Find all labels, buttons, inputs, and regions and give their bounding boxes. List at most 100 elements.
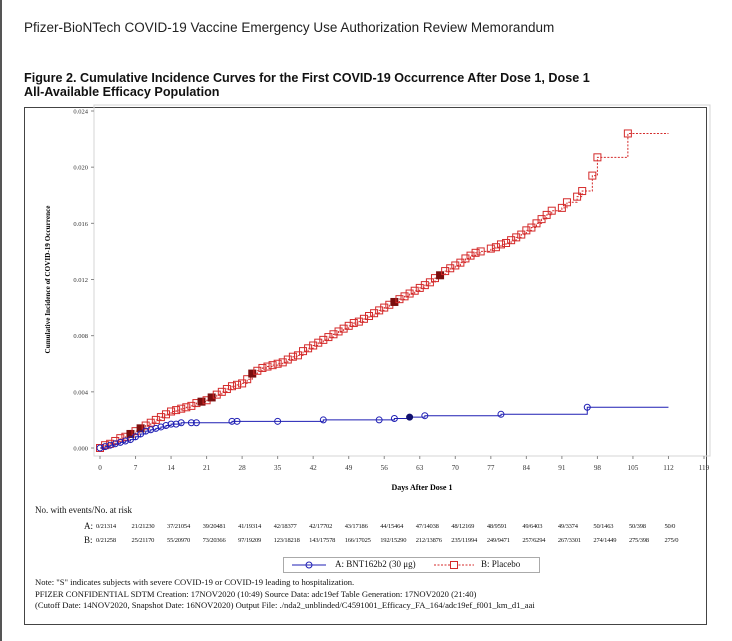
data-point-marker — [146, 418, 155, 427]
legend-b-label: B: Placebo — [481, 559, 521, 569]
data-point-marker — [532, 219, 541, 228]
x-tick-label: 14 — [167, 464, 175, 472]
data-point-marker — [476, 247, 485, 256]
data-point-marker — [329, 330, 338, 339]
data-point-marker — [471, 248, 480, 257]
x-tick-label: 91 — [558, 464, 566, 472]
risk-table-cell: 47/14038 — [415, 523, 439, 530]
risk-table-cell: 274/1449 — [593, 537, 617, 544]
series-step-line — [100, 406, 669, 449]
data-point-marker — [359, 314, 368, 323]
data-point-marker — [172, 406, 181, 415]
data-point-marker — [527, 223, 536, 232]
risk-table-cell: 235/11994 — [451, 537, 478, 544]
document-header: Pfizer-BioNTech COVID-19 Vaccine Emergen… — [24, 20, 555, 35]
data-point-marker — [354, 317, 363, 326]
severe-case-marker — [436, 271, 445, 280]
risk-table-cell: 43/17186 — [344, 523, 368, 530]
note-line-2: PFIZER CONFIDENTIAL SDTM Creation: 17NOV… — [35, 588, 477, 599]
data-point-marker — [425, 278, 434, 287]
data-point-marker — [573, 192, 582, 201]
data-point-marker — [142, 427, 150, 435]
x-tick-label: 77 — [487, 464, 495, 472]
data-point-marker — [324, 333, 333, 342]
data-point-marker — [588, 171, 597, 180]
data-point-marker — [233, 380, 242, 389]
x-tick-label: 42 — [310, 464, 318, 472]
data-point-marker — [502, 238, 511, 247]
data-point-marker — [583, 403, 591, 411]
y-tick-label: 0.012 — [73, 277, 88, 284]
data-point-marker — [243, 375, 252, 384]
data-point-marker — [380, 303, 389, 312]
risk-row-label: A: — [84, 521, 93, 531]
risk-table-title: No. with events/No. at risk — [35, 505, 132, 515]
data-point-marker — [517, 230, 526, 239]
risk-table-cell: 41/19314 — [238, 523, 262, 530]
figure-frame — [24, 107, 707, 625]
risk-table-cell: 37/21054 — [167, 523, 191, 530]
data-point-marker — [299, 347, 308, 356]
data-point-marker — [410, 286, 419, 295]
risk-table-cell: 39/20481 — [202, 523, 226, 530]
data-point-marker — [106, 441, 114, 449]
data-point-marker — [177, 404, 186, 413]
y-tick-label: 0.020 — [73, 165, 88, 172]
data-point-marker — [405, 289, 414, 298]
data-point-marker — [375, 306, 384, 315]
data-point-marker — [162, 422, 170, 430]
data-point-marker — [147, 426, 155, 434]
data-point-marker — [400, 292, 409, 301]
data-point-marker — [446, 264, 455, 273]
risk-table-cell: 48/9591 — [486, 523, 507, 530]
data-point-marker — [491, 243, 500, 252]
data-point-marker — [233, 417, 241, 425]
data-point-marker — [395, 295, 404, 304]
data-point-marker — [101, 443, 109, 451]
figure-title: Figure 2. Cumulative Incidence Curves fo… — [24, 71, 590, 99]
data-point-marker — [253, 366, 262, 375]
risk-table-cell: 275/398 — [628, 537, 649, 544]
data-point-marker — [152, 424, 160, 432]
data-point-marker — [390, 415, 398, 423]
risk-table-cell: 42/17702 — [309, 523, 333, 530]
risk-table-cell: 275/0 — [664, 537, 679, 544]
data-point-marker — [258, 363, 267, 372]
risk-table-cell: 212/13876 — [415, 537, 442, 544]
risk-table-cell: 48/12169 — [451, 523, 475, 530]
risk-table-cell: 97/19209 — [238, 537, 262, 544]
risk-table-cell: 25/21170 — [131, 537, 155, 544]
data-point-marker — [263, 362, 272, 371]
data-point-marker — [238, 379, 247, 388]
severe-case-marker — [406, 413, 414, 421]
data-point-marker — [222, 385, 231, 394]
risk-table-cell: 50/0 — [664, 523, 676, 530]
risk-table-cell: 49/3374 — [557, 523, 578, 530]
page-edge-rule — [0, 0, 2, 641]
data-point-marker — [228, 417, 236, 425]
risk-table-cell: 49/6403 — [522, 523, 543, 530]
y-axis-label: Cumulative Incidence of COVID-19 Occurre… — [44, 206, 52, 354]
legend-a-circle-icon — [305, 561, 313, 569]
data-point-marker — [507, 236, 516, 245]
risk-table-cell: 73/20366 — [202, 537, 226, 544]
data-point-marker — [314, 338, 323, 347]
risk-table-cell: 0/21314 — [96, 523, 116, 530]
data-point-marker — [365, 312, 374, 321]
risk-table-cell: 257/6294 — [522, 537, 546, 544]
x-tick-label: 112 — [663, 464, 674, 472]
data-point-marker — [547, 206, 556, 215]
axes: 0.000 0.004 0.008 0.012 0.016 0.020 0.024 0 7 14… — [44, 104, 711, 492]
x-tick-label: 98 — [594, 464, 602, 472]
risk-table-cell: 249/9471 — [486, 537, 510, 544]
x-tick-label: 70 — [452, 464, 460, 472]
data-point-marker — [420, 281, 429, 290]
severe-case-marker — [207, 393, 216, 402]
data-point-marker — [167, 407, 176, 416]
x-tick-label: 0 — [98, 464, 102, 472]
data-point-marker — [172, 420, 180, 428]
x-tick-label: 49 — [345, 464, 353, 472]
data-point-marker — [344, 321, 353, 330]
plot-area — [93, 104, 711, 457]
data-point-marker — [288, 352, 297, 361]
